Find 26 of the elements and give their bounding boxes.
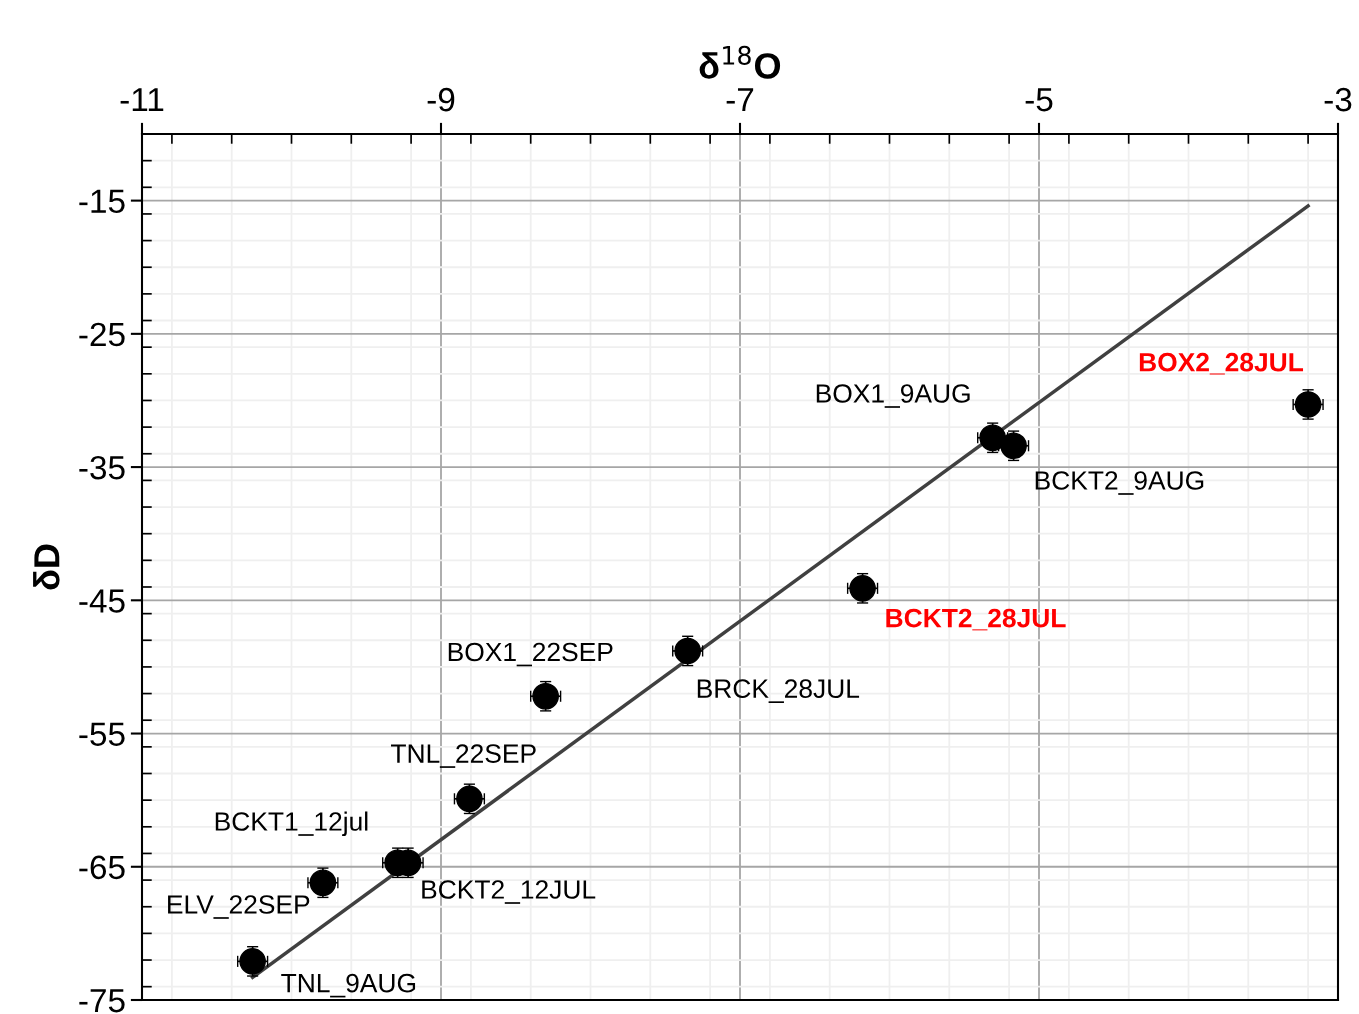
point <box>239 948 266 975</box>
series-label: ELV_22SEP <box>168 895 310 919</box>
series-label: BOX2_28JUL <box>1139 352 1304 375</box>
series-label: TNL_22SEP <box>391 744 536 768</box>
x-axis-title: δ$^{18}$O <box>699 45 781 79</box>
x-tick-label: -7 <box>726 88 754 112</box>
series-label: BCKT2_9AUG <box>1035 471 1204 495</box>
x-tick-label: -11 <box>120 88 164 112</box>
y-tick-label: -65 <box>79 855 125 880</box>
y-tick-label: -35 <box>79 455 125 480</box>
series-label: BCKT2_28JUL <box>886 608 1066 631</box>
series-label: BOX1_22SEP <box>448 642 613 667</box>
x-tick-label: -9 <box>427 87 455 112</box>
series-label: BOX1_9AUG <box>816 384 970 408</box>
y-tick-label: -45 <box>79 589 125 613</box>
x-tick-label: -3 <box>1324 87 1352 112</box>
series-label: BRCK_28JUL <box>697 679 860 703</box>
y-tick-label: -15 <box>79 189 125 214</box>
series-label: TNL_9AUG <box>281 973 416 998</box>
legend-label: BCKT2_12JUL <box>422 880 596 904</box>
y-tick-label: -25 <box>79 322 125 347</box>
y-tick-label: -75 <box>79 989 125 1013</box>
y-axis-title: δD <box>33 544 60 590</box>
y-tick-label: -55 <box>79 722 125 746</box>
x-tick-label: -5 <box>1025 88 1053 112</box>
series-label: BCKT1_12jul <box>215 811 368 837</box>
